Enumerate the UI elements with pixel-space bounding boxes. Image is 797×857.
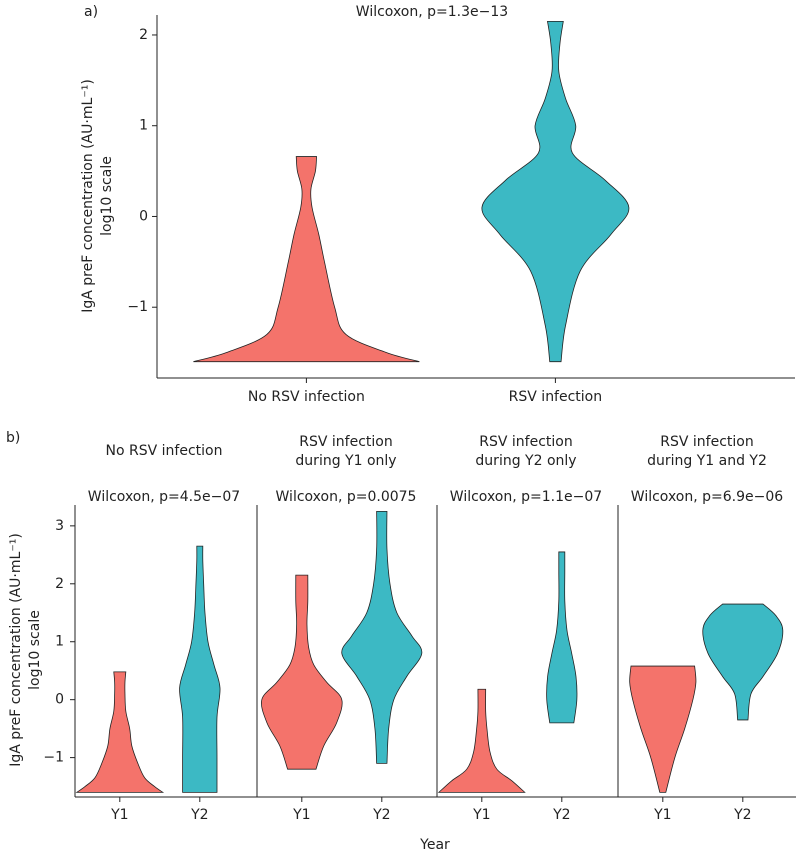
x-tick-label: Y2 [733, 807, 751, 823]
y-axis-title: IgA preF concentration (AU·mL⁻¹) [8, 533, 24, 767]
x-tick-label: RSV infection [509, 389, 602, 405]
y-tick-label: 1 [139, 118, 148, 134]
panel-label: b) [6, 430, 20, 446]
x-tick-label: Y2 [190, 807, 208, 823]
violin [546, 551, 578, 724]
y-axis-title: IgA preF concentration (AU·mL⁻¹) [80, 79, 96, 313]
violin [193, 156, 420, 363]
violin [75, 671, 165, 793]
violin [261, 574, 343, 770]
annotation: Wilcoxon, p=4.5e−07 [88, 489, 240, 505]
annotation: Wilcoxon, p=1.3e−13 [356, 4, 508, 20]
y-tick-label: −1 [127, 299, 148, 315]
panel-label: a) [84, 4, 98, 20]
violin [702, 603, 784, 721]
annotation: Wilcoxon, p=6.9e−06 [631, 489, 783, 505]
facet-title: during Y1 only [295, 453, 396, 469]
x-tick-label: Y2 [552, 807, 570, 823]
y-axis-title: log10 scale [27, 610, 43, 690]
x-tick-label: Y2 [372, 807, 390, 823]
x-tick-label: No RSV infection [248, 389, 365, 405]
annotation: Wilcoxon, p=0.0075 [276, 489, 417, 505]
facet-title: during Y2 only [475, 453, 576, 469]
violin [179, 545, 221, 793]
y-tick-label: 3 [55, 518, 64, 534]
x-tick-label: Y1 [292, 807, 310, 823]
x-axis-title: Year [419, 837, 450, 853]
y-tick-label: −1 [43, 750, 64, 766]
y-tick-label: 0 [55, 692, 64, 708]
y-tick-label: 0 [139, 208, 148, 224]
y-tick-label: 2 [55, 576, 64, 592]
y-tick-label: 1 [55, 634, 64, 650]
annotation: Wilcoxon, p=1.1e−07 [450, 489, 602, 505]
violin [341, 510, 423, 764]
x-tick-label: Y1 [110, 807, 128, 823]
facet-title: RSV infection [479, 434, 572, 450]
x-tick-label: Y1 [653, 807, 671, 823]
y-axis-title: log10 scale [99, 156, 115, 236]
violin [437, 688, 526, 793]
facet-title: RSV infection [660, 434, 753, 450]
violin [481, 20, 630, 363]
facet-title: during Y1 and Y2 [647, 453, 767, 469]
y-tick-label: 2 [139, 27, 148, 43]
violin [629, 665, 697, 793]
facet-title: No RSV infection [106, 443, 223, 459]
x-tick-label: Y1 [472, 807, 490, 823]
facet-title: RSV infection [299, 434, 392, 450]
